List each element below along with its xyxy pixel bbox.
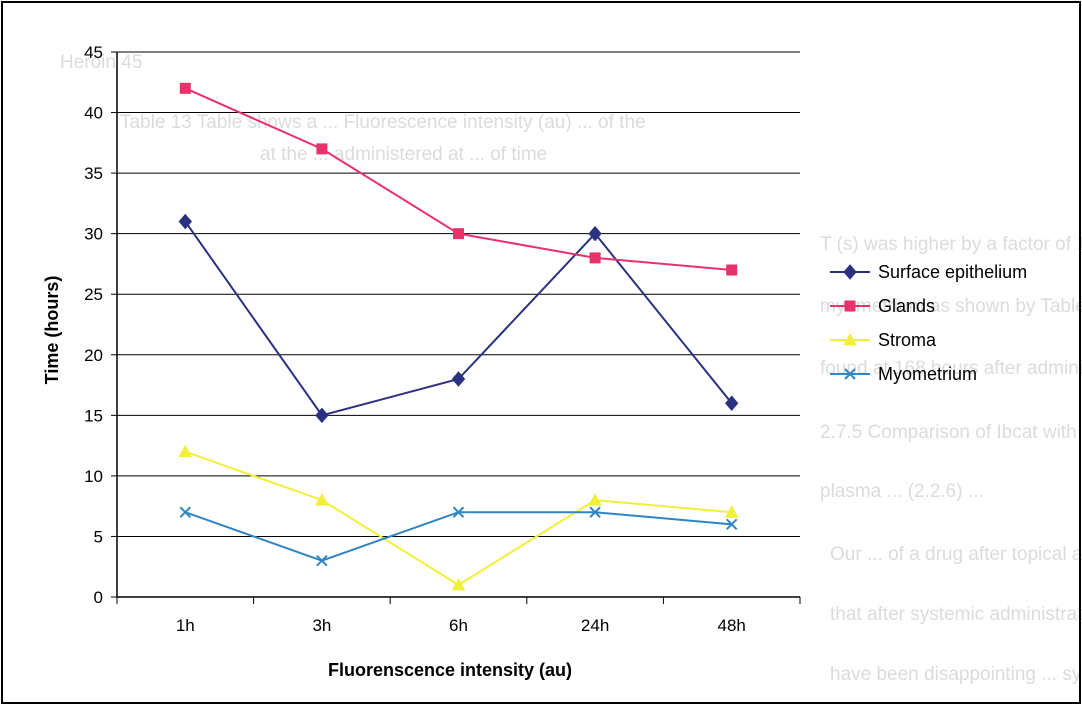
background-text-line: have been disappointing ... systemic adm… — [830, 664, 1082, 685]
y-tick-label: 45 — [84, 43, 103, 62]
legend-item-stroma: Stroma — [830, 330, 937, 350]
background-text-line: Table 13 Table shows a ... Fluorescence … — [120, 112, 646, 133]
background-text-line: that after systemic administration, stud… — [830, 604, 1082, 625]
legend-item-glands: Glands — [830, 296, 935, 316]
x-tick-label: 3h — [312, 616, 331, 635]
legend-marker — [844, 300, 856, 312]
legend-item-myometrium: Myometrium — [830, 364, 977, 384]
gridlines — [117, 51, 800, 598]
data-point-glands — [179, 82, 191, 94]
x-tick-label: 6h — [449, 616, 468, 635]
legend-item-surface-epithelium: Surface epithelium — [830, 262, 1027, 282]
y-tick-label: 35 — [84, 164, 103, 183]
x-tick-label: 48h — [718, 616, 746, 635]
background-text-line: Our ... of a drug after topical applicat… — [830, 544, 1082, 565]
data-point-surface-epithelium — [315, 407, 329, 424]
marker-stroke — [725, 518, 738, 531]
marker-stroke — [179, 506, 192, 518]
legend-marker — [843, 264, 857, 280]
y-tick-label: 40 — [84, 104, 103, 123]
legend-label: Stroma — [878, 330, 937, 350]
legend-marker — [843, 332, 857, 346]
data-point-myometrium — [725, 518, 738, 531]
marker-stroke — [844, 368, 856, 380]
data-point-myometrium — [452, 506, 465, 518]
marker-stroke — [589, 506, 601, 518]
legend-label: Glands — [878, 296, 935, 316]
data-point-surface-epithelium — [725, 395, 739, 411]
data-point-stroma — [315, 493, 329, 506]
y-tick-label: 15 — [84, 406, 103, 425]
data-point-surface-epithelium — [451, 371, 466, 387]
data-point-myometrium — [179, 506, 192, 518]
legend-marker — [844, 368, 856, 380]
data-point-stroma — [451, 577, 466, 591]
x-axis-title: Fluorenscence intensity (au) — [328, 660, 572, 680]
data-point-glands — [589, 252, 601, 264]
legend-label: Myometrium — [878, 364, 977, 384]
series-stroma — [178, 444, 739, 591]
y-tick-label: 0 — [94, 588, 103, 607]
axes: 0 5 10 15 20 25 30 35 40 45 1h 3h 6h 24h 48h — [84, 43, 801, 635]
marker-stroke — [316, 554, 328, 567]
data-point-glands — [453, 228, 464, 240]
legend-label: Surface epithelium — [878, 262, 1027, 282]
data-point-stroma — [588, 493, 602, 506]
y-tick-label: 20 — [84, 346, 103, 365]
data-point-myometrium — [316, 554, 328, 567]
y-tick-label: 5 — [94, 527, 103, 546]
background-text-line: found at 168 hours after administration … — [820, 358, 1082, 379]
series-glands — [179, 82, 738, 276]
background-text-line: 2.7.5 Comparison of Ibcat with systemic … — [820, 422, 1082, 443]
data-point-glands — [726, 264, 738, 276]
marker-stroke — [452, 506, 465, 518]
y-tick-label: 25 — [84, 285, 103, 304]
background-text-line: myometrium as shown by Table 14. The hig… — [820, 296, 1082, 317]
y-tick-label: 30 — [84, 225, 103, 244]
series-line-stroma — [184, 450, 732, 587]
data-point-myometrium — [589, 506, 601, 518]
data-point-glands — [316, 143, 328, 155]
y-axis-title: Time (hours) — [42, 276, 62, 385]
background-text-line: T (s) was higher by a factor of 1.37 tha… — [820, 234, 1082, 255]
background-text-line: at the ... administered at ... of time — [260, 144, 547, 165]
background-text-line: plasma ... (2.2.6) ... — [820, 481, 984, 502]
series-surface-epithelium — [178, 213, 739, 424]
background-text-line: Heroin 45 — [60, 52, 142, 73]
y-tick-label: 10 — [84, 467, 103, 486]
data-point-surface-epithelium — [588, 225, 602, 242]
x-tick-label: 1h — [176, 616, 195, 635]
data-point-stroma — [724, 505, 739, 518]
series-myometrium — [179, 506, 738, 567]
data-point-stroma — [178, 444, 193, 458]
legend: Surface epithelium Glands Stroma Myometrium — [830, 262, 1027, 384]
x-tick-label: 24h — [581, 616, 609, 635]
data-point-surface-epithelium — [178, 213, 192, 230]
series-group — [178, 82, 739, 591]
